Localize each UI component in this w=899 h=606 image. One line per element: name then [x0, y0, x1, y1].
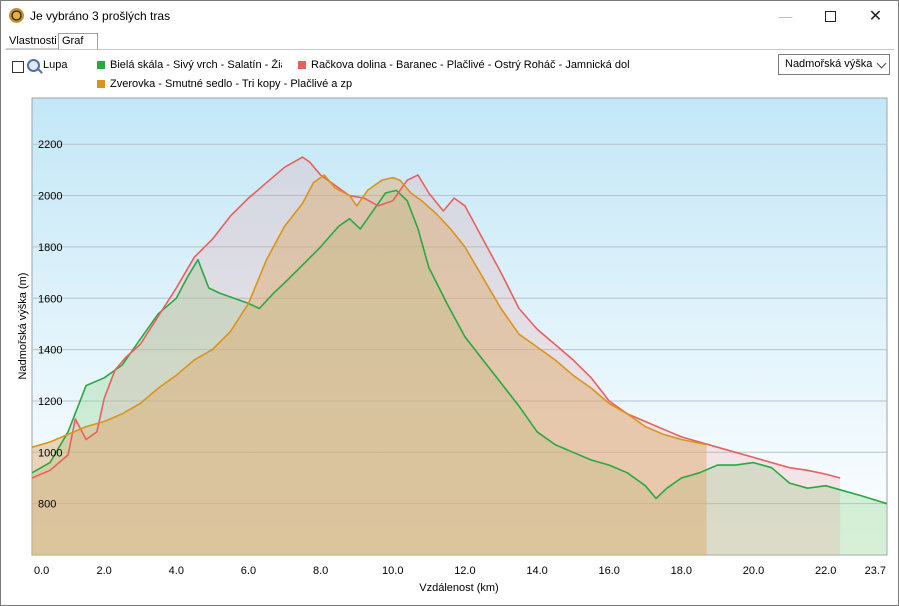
close-button[interactable]: ✕: [853, 1, 898, 31]
window-title: Je vybráno 3 prošlých tras: [30, 9, 171, 23]
x-tick-label: 23.7: [865, 565, 886, 577]
x-tick-label: 16.0: [599, 565, 620, 577]
series-area: [32, 190, 887, 555]
tab-graf[interactable]: Graf: [58, 33, 98, 49]
chart-toolbar: Lupa Bielá skála - Sivý vrch - Salatín -…: [1, 51, 898, 97]
y-tick-label: 1800: [38, 242, 62, 254]
maximize-button[interactable]: [808, 1, 853, 31]
metric-select-value: Nadmořská výška: [785, 58, 873, 70]
x-tick-label: 18.0: [671, 565, 692, 577]
x-tick-label: 12.0: [454, 565, 475, 577]
x-tick-label: 6.0: [241, 565, 256, 577]
legend-item: Bielá skála - Sivý vrch - Salatín - Žia: [97, 59, 282, 71]
x-axis-label: Vzdálenost (km): [419, 582, 498, 594]
x-tick-label: 4.0: [169, 565, 184, 577]
metric-select[interactable]: Nadmořská výška: [778, 54, 890, 75]
minimize-icon: —: [778, 8, 793, 24]
series-area: [32, 175, 707, 555]
y-tick-label: 1600: [38, 293, 62, 305]
legend-swatch: [298, 61, 306, 69]
series-line: [31, 156, 841, 479]
lupa-checkbox[interactable]: [12, 61, 24, 73]
y-tick-label: 1200: [38, 396, 62, 408]
lupa-label: Lupa: [43, 59, 68, 71]
y-axis-label: Nadmořská výška (m): [17, 273, 29, 380]
grid: [32, 143, 887, 505]
y-tick-label: 1400: [38, 345, 62, 357]
tab-vlastnosti[interactable]: Vlastnosti: [6, 34, 61, 49]
x-tick-label: 0.0: [34, 565, 49, 577]
y-tick-label: 2000: [38, 191, 62, 203]
x-tick-label: 10.0: [382, 565, 403, 577]
y-tick-label: 2200: [38, 139, 62, 151]
series-areas: [32, 157, 887, 555]
legend-swatch: [97, 80, 105, 88]
maximize-icon: [825, 10, 836, 22]
x-tick-label: 22.0: [815, 565, 836, 577]
minimize-button[interactable]: —: [763, 1, 808, 31]
y-tick-label: 800: [38, 499, 56, 511]
x-tick-label: 8.0: [313, 565, 328, 577]
series-line: [31, 174, 707, 448]
x-tick-label: 14.0: [526, 565, 547, 577]
series-lines: [31, 156, 888, 505]
legend-item: Zverovka - Smutné sedlo - Tri kopy - Pla…: [97, 78, 352, 90]
series-area: [32, 157, 841, 555]
title-bar: Je vybráno 3 prošlých tras — ✕: [1, 1, 898, 31]
x-tick-label: 20.0: [743, 565, 764, 577]
x-tick-label: 2.0: [97, 565, 112, 577]
x-tick-labels: 0.0 2.0 4.0 6.0 8.0 10.0 12.0 14.0 16.0 18.0 20.0 2…: [34, 565, 886, 577]
app-icon: [9, 8, 24, 23]
y-tick-label: 1000: [38, 447, 62, 459]
y-tick-labels: 800 1000 1200 1400 1600 1800 2000 2200: [38, 139, 62, 510]
series-line: [31, 189, 888, 505]
legend-label: Zverovka - Smutné sedlo - Tri kopy - Pla…: [110, 78, 353, 90]
tab-divider: [5, 49, 894, 50]
legend-label: Račkova dolina - Baranec - Plačlivé - Os…: [311, 59, 630, 71]
legend-label: Bielá skála - Sivý vrch - Salatín - Žia: [110, 59, 282, 71]
close-icon: ✕: [868, 8, 883, 25]
legend-item: Račkova dolina - Baranec - Plačlivé - Os…: [298, 59, 630, 71]
magnifier-icon: [27, 59, 40, 72]
legend-swatch: [97, 61, 105, 69]
